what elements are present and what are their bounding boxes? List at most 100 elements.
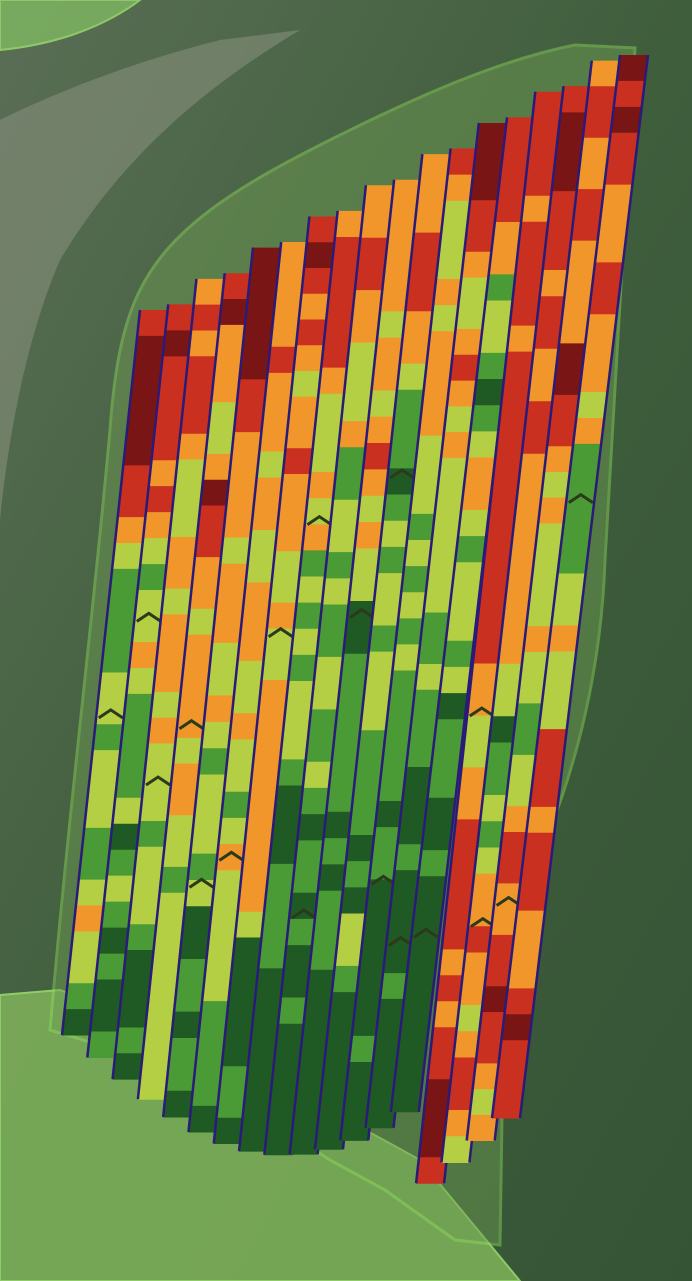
yield-segment <box>401 566 433 593</box>
yield-segment <box>62 1009 93 1036</box>
yield-segment <box>177 433 209 461</box>
yield-segment <box>317 1096 349 1124</box>
yield-segment <box>481 559 513 587</box>
yield-segment <box>117 491 149 518</box>
yield-segment <box>539 269 571 297</box>
yield-segment <box>509 532 541 560</box>
yield-segment <box>126 413 157 440</box>
yield-segment <box>380 748 412 776</box>
yield-segment <box>175 712 207 739</box>
yield-segment <box>73 905 104 932</box>
yield-segment <box>409 715 441 742</box>
yield-segment <box>291 866 323 894</box>
yield-segment <box>382 947 414 974</box>
yield-segment <box>319 604 350 632</box>
yield-segment <box>131 361 163 389</box>
yield-segment <box>190 827 222 855</box>
yield-segment <box>412 461 444 489</box>
yield-segment <box>419 154 451 181</box>
yield-segment <box>306 969 338 997</box>
yield-segment <box>420 612 452 639</box>
yield-segment <box>396 363 428 391</box>
pass-edge <box>338 148 452 1141</box>
pass-edge <box>60 309 142 1036</box>
yield-segment <box>340 1114 372 1141</box>
yield-segment <box>362 677 394 705</box>
yield-segment <box>170 763 202 790</box>
yield-segment <box>134 846 165 874</box>
yield-segment <box>354 756 386 784</box>
yield-segment <box>523 832 555 860</box>
pass-edge <box>212 216 311 1144</box>
yield-segment <box>418 409 450 437</box>
direction-chevron <box>135 611 162 623</box>
yield-segment <box>258 942 289 969</box>
yield-segment <box>538 703 570 730</box>
yield-segment <box>389 670 421 698</box>
yield-segment <box>98 672 129 699</box>
yield-segment <box>269 1076 301 1103</box>
yield-segment <box>250 757 282 784</box>
yield-segment <box>505 780 537 807</box>
yield-segment <box>128 387 160 415</box>
yield-segment <box>363 905 395 933</box>
yield-segment <box>354 522 386 549</box>
yield-segment <box>109 823 141 851</box>
yield-segment <box>120 719 152 747</box>
yield-segment <box>441 1136 473 1164</box>
yield-segment <box>146 995 177 1023</box>
yield-segment <box>154 918 185 945</box>
yield-segment <box>390 1085 422 1113</box>
yield-segment <box>280 733 311 760</box>
yield-segment <box>112 1053 144 1080</box>
yield-segment <box>262 399 293 426</box>
yield-segment <box>299 550 331 578</box>
yield-segment <box>235 911 266 938</box>
yield-segment <box>464 715 496 742</box>
yield-segment <box>494 195 526 223</box>
yield-segment <box>570 214 602 242</box>
yield-segment <box>452 562 484 589</box>
yield-segment <box>392 644 424 672</box>
yield-segment <box>369 853 401 880</box>
yield-segment <box>224 1014 256 1041</box>
yield-segment <box>452 329 484 356</box>
yield-segment <box>446 380 478 407</box>
yield-segment <box>129 641 160 669</box>
yield-segment <box>174 459 206 486</box>
yield-segment <box>188 1105 220 1133</box>
yield-segment <box>280 473 311 501</box>
yield-segment <box>248 782 279 810</box>
yield-segment <box>332 237 363 264</box>
yield-segment <box>365 416 397 444</box>
yield-segment <box>409 487 441 515</box>
yield-segment <box>503 584 535 612</box>
yield-segment <box>289 892 320 920</box>
yield-segment <box>137 1073 169 1100</box>
yield-segment <box>106 849 138 877</box>
yield-segment <box>449 354 481 382</box>
yield-segment <box>274 525 306 552</box>
yield-segment <box>415 435 447 463</box>
yield-segment <box>172 485 203 512</box>
yield-segment <box>354 983 386 1011</box>
yield-segment <box>403 767 435 794</box>
pass-edge <box>490 54 622 1119</box>
yield-segment <box>204 948 236 976</box>
yield-segment <box>518 221 550 249</box>
yield-segment <box>237 634 269 662</box>
yield-segment <box>360 469 392 497</box>
yield-segment <box>169 511 201 538</box>
yield-segment <box>226 739 258 767</box>
pass-edge <box>136 273 226 1100</box>
yield-segment <box>309 943 341 971</box>
yield-segment <box>509 299 541 327</box>
yield-segment <box>523 626 555 653</box>
yield-segment <box>467 689 499 716</box>
yield-segment <box>406 741 438 768</box>
yield-segment <box>176 958 208 986</box>
yield-segment <box>363 185 394 212</box>
yield-segment <box>439 666 471 694</box>
yield-segment <box>227 988 258 1016</box>
yield-segment <box>104 875 135 903</box>
